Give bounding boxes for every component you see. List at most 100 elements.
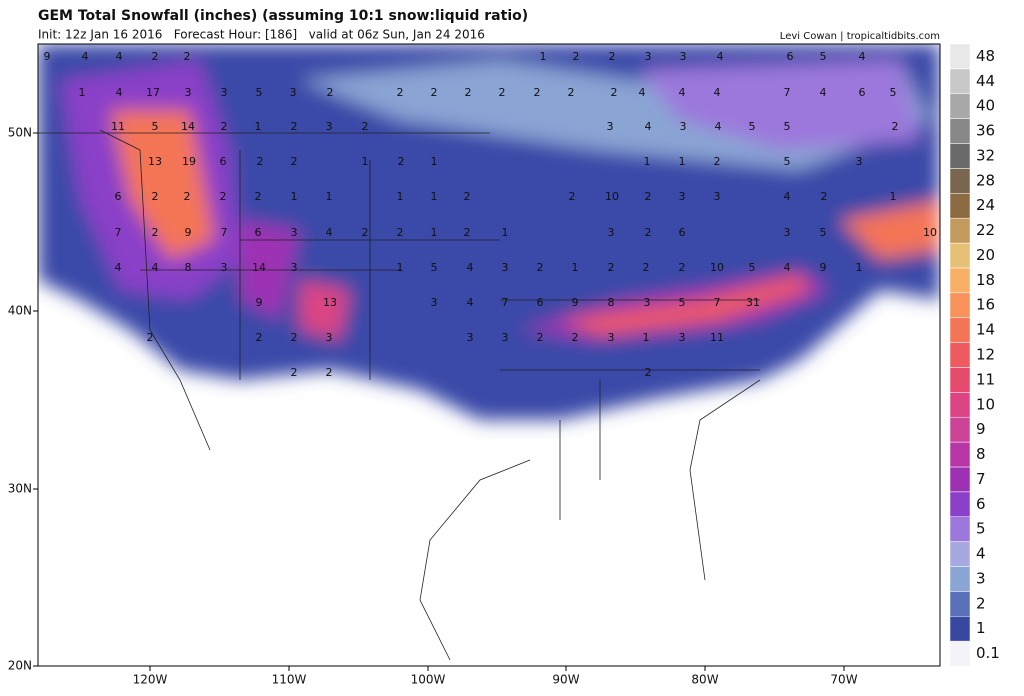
colorbar-label: 48 <box>976 47 995 65</box>
snow-amount-label: 2 <box>152 190 159 203</box>
colorbar-swatch <box>949 317 971 343</box>
snow-amount-label: 2 <box>464 226 471 239</box>
snow-amount-label: 5 <box>784 155 791 168</box>
snow-amount-label: 4 <box>639 86 646 99</box>
snow-amount-label: 4 <box>116 86 123 99</box>
snow-amount-label: 2 <box>609 50 616 63</box>
snow-amount-label: 2 <box>257 155 264 168</box>
snow-amount-label: 5 <box>749 261 756 274</box>
snow-amount-label: 2 <box>537 261 544 274</box>
map-frame <box>37 43 941 667</box>
colorbar-swatch <box>949 193 971 219</box>
snow-amount-label: 2 <box>397 226 404 239</box>
lat-label: 20N <box>8 659 32 673</box>
snow-amount-label: 4 <box>715 120 722 133</box>
snow-amount-label: 1 <box>540 50 547 63</box>
colorbar-label: 20 <box>976 246 995 264</box>
colorbar-swatch <box>949 93 971 119</box>
snow-amount-label: 1 <box>326 190 333 203</box>
colorbar-swatch <box>949 591 971 617</box>
snow-amount-label: 4 <box>859 50 866 63</box>
colorbar-label: 40 <box>976 97 995 115</box>
snow-amount-label: 2 <box>645 226 652 239</box>
snow-amount-label: 4 <box>820 86 827 99</box>
snow-amount-label: 5 <box>152 120 159 133</box>
colorbar-label: 28 <box>976 171 995 189</box>
snow-amount-label: 3 <box>326 120 333 133</box>
snow-amount-label: 3 <box>291 261 298 274</box>
snow-amount-label: 2 <box>398 155 405 168</box>
snow-amount-label: 2 <box>256 331 263 344</box>
colorbar-swatch <box>949 342 971 368</box>
snow-amount-label: 5 <box>820 50 827 63</box>
snow-amount-label: 5 <box>890 86 897 99</box>
snow-amount-label: 3 <box>326 331 333 344</box>
snow-amount-label: 1 <box>255 120 262 133</box>
snow-amount-label: 5 <box>784 120 791 133</box>
snow-amount-label: 14 <box>252 261 266 274</box>
snow-amount-label: 13 <box>323 296 337 309</box>
snow-amount-label: 8 <box>608 296 615 309</box>
snow-amount-label: 4 <box>115 261 122 274</box>
map <box>38 44 940 666</box>
snow-amount-label: 1 <box>362 155 369 168</box>
colorbar-label: 18 <box>976 271 995 289</box>
snow-amount-label: 2 <box>645 366 652 379</box>
snow-amount-label: 5 <box>256 86 263 99</box>
colorbar-swatch <box>949 516 971 542</box>
snow-amount-label: 2 <box>184 190 191 203</box>
snow-amount-label: 3 <box>679 331 686 344</box>
snow-amount-label: 2 <box>611 86 618 99</box>
colorbar-label: 24 <box>976 196 995 214</box>
colorbar-swatch <box>949 541 971 567</box>
snow-amount-label: 1 <box>431 155 438 168</box>
lat-label: 30N <box>8 482 32 496</box>
snow-amount-label: 7 <box>714 296 721 309</box>
snow-amount-label: 1 <box>502 226 509 239</box>
snow-amount-label: 7 <box>221 226 228 239</box>
snow-amount-label: 3 <box>467 331 474 344</box>
snow-amount-label: 3 <box>185 86 192 99</box>
colorbar-swatch <box>949 491 971 517</box>
colorbar-label: 12 <box>976 346 995 364</box>
snow-amount-label: 2 <box>362 226 369 239</box>
snow-amount-label: 2 <box>499 86 506 99</box>
snow-amount-label: 2 <box>537 331 544 344</box>
snow-amount-label: 3 <box>784 226 791 239</box>
snow-amount-label: 2 <box>714 155 721 168</box>
snow-amount-label: 4 <box>116 50 123 63</box>
snow-amount-label: 4 <box>152 261 159 274</box>
snow-amount-label: 2 <box>326 366 333 379</box>
snow-amount-label: 2 <box>152 50 159 63</box>
snow-amount-label: 2 <box>892 120 899 133</box>
snow-amount-label: 3 <box>221 86 228 99</box>
snow-amount-label: 2 <box>569 190 576 203</box>
colorbar-label: 8 <box>976 445 986 463</box>
snow-amount-label: 9 <box>44 50 51 63</box>
snow-amount-label: 2 <box>291 155 298 168</box>
snow-amount-label: 3 <box>608 331 615 344</box>
snow-amount-label: 31 <box>746 296 760 309</box>
snow-amount-label: 7 <box>784 86 791 99</box>
colorbar-swatch <box>949 118 971 144</box>
snow-amount-label: 2 <box>147 331 154 344</box>
colorbar-swatch <box>949 615 971 642</box>
snow-amount-label: 1 <box>643 331 650 344</box>
snow-amount-label: 3 <box>502 331 509 344</box>
colorbar-swatch <box>949 217 971 244</box>
snow-amount-label: 3 <box>502 261 509 274</box>
lon-label: 100W <box>411 673 446 687</box>
colorbar-swatch <box>949 68 971 95</box>
snow-amount-label: 4 <box>714 86 721 99</box>
snow-amount-label: 4 <box>717 50 724 63</box>
snow-amount-label: 3 <box>856 155 863 168</box>
snow-amount-label: 2 <box>291 331 298 344</box>
snow-amount-label: 2 <box>327 86 334 99</box>
colorbar-label: 36 <box>976 122 995 140</box>
colorbar-swatch <box>949 466 971 493</box>
snow-amount-label: 5 <box>749 120 756 133</box>
snow-amount-label: 2 <box>534 86 541 99</box>
snow-amount-label: 5 <box>820 226 827 239</box>
snow-amount-label: 2 <box>184 50 191 63</box>
